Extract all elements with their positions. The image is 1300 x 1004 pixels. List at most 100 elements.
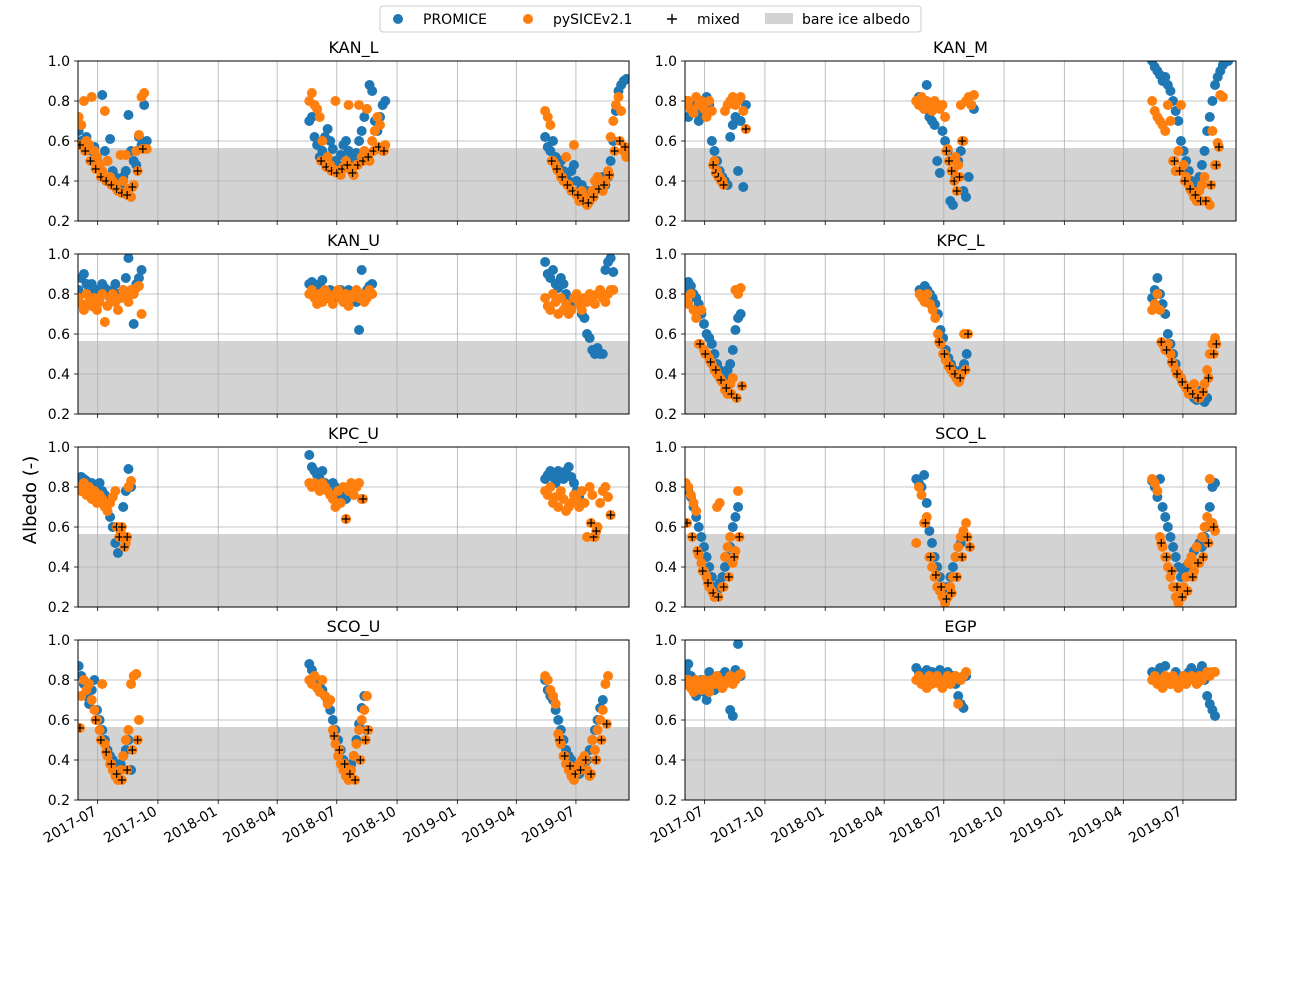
pysice-point: [123, 725, 134, 735]
pysice-point: [725, 532, 736, 542]
promice-point: [709, 146, 720, 156]
mixed-point: [696, 340, 705, 348]
mixed-point: [86, 157, 95, 165]
y-tick-label: 0.6: [655, 713, 677, 729]
pysice-point: [719, 552, 730, 562]
mixed-point: [1162, 553, 1171, 561]
promice-point: [584, 333, 595, 343]
promice-point: [327, 715, 338, 725]
legend-item: bare ice albedo: [765, 12, 910, 28]
mixed-point: [107, 760, 116, 768]
pysice-point: [540, 293, 551, 303]
pysice-point: [102, 301, 113, 311]
promice-point: [548, 265, 558, 275]
mixed-point: [963, 533, 972, 541]
mixed-point: [1209, 523, 1218, 531]
promice-point: [354, 325, 365, 335]
pysice-point: [1199, 172, 1210, 182]
mixed-point: [117, 776, 126, 784]
mixed-point: [952, 573, 961, 581]
pysice-point: [738, 106, 749, 116]
promice-point: [354, 136, 365, 146]
pysice-point: [1152, 486, 1163, 496]
panel-KAN_L: 0.2 0.4 0.6 0.8 1.0 KAN_L: [48, 38, 630, 230]
pysice-point: [555, 486, 566, 496]
panel-KPC_L: 0.2 0.4 0.6 0.8 1.0 KPC_L: [655, 231, 1237, 423]
mixed-point: [78, 141, 84, 149]
series-mixed: [685, 518, 1219, 604]
promice-point: [597, 349, 608, 359]
y-tick-label: 1.0: [655, 247, 677, 263]
y-tick-label: 0.8: [48, 94, 70, 110]
y-tick-label: 0.4: [655, 753, 677, 769]
mixed-point: [351, 776, 360, 784]
promice-point: [932, 156, 943, 166]
y-tick-label: 0.8: [48, 287, 70, 303]
pysice-point: [333, 285, 344, 295]
y-tick-label: 1.0: [48, 54, 70, 70]
pysice-point: [120, 150, 131, 160]
mixed-point: [1214, 143, 1223, 151]
mixed-point: [688, 533, 697, 541]
promice-point: [568, 478, 579, 488]
pysice-point: [78, 120, 87, 130]
mixed-point: [610, 147, 619, 155]
pysice-point: [722, 542, 733, 552]
y-tick-label: 0.6: [48, 134, 70, 150]
pysice-point: [685, 675, 694, 685]
mixed-point: [719, 181, 728, 189]
y-tick-label: 0.2: [655, 793, 677, 809]
series-mixed: [78, 715, 612, 785]
mixed-point: [343, 161, 352, 169]
pysice-point: [932, 671, 943, 681]
pysice-point: [937, 683, 948, 693]
pysice-point: [561, 152, 572, 162]
pysice-point: [704, 687, 715, 697]
promice-point: [600, 265, 611, 275]
series-mixed: [78, 136, 629, 208]
bare-ice-band: [685, 727, 1236, 800]
x-tick-label: 2018-01: [769, 804, 828, 847]
mixed-point: [1167, 358, 1176, 366]
mixed-point: [615, 137, 624, 145]
mixed-point: [1170, 157, 1179, 165]
x-tick-label: 2019-04: [1067, 804, 1126, 847]
pysice-point: [579, 498, 590, 508]
pysice-point: [927, 305, 938, 315]
promice-point: [540, 257, 551, 267]
x-tick-label: 2017-07: [41, 804, 100, 847]
mixed-point: [1162, 346, 1171, 354]
mixed-point: [1212, 340, 1221, 348]
promice-point: [110, 279, 121, 289]
promice-point: [367, 86, 378, 96]
promice-point: [706, 136, 717, 146]
mixed-point: [581, 756, 590, 764]
y-axis-label: Albedo (-): [20, 456, 41, 545]
promice-point: [99, 146, 110, 156]
y-tick-label: 1.0: [48, 440, 70, 456]
promice-point: [1168, 542, 1179, 552]
pysice-point: [566, 305, 577, 315]
mixed-point: [576, 766, 585, 774]
promice-point: [94, 478, 105, 488]
promice-point: [97, 90, 108, 100]
promice-point: [356, 265, 367, 275]
mixed-point: [566, 762, 575, 770]
mixed-point: [722, 384, 731, 392]
pysice-point: [1204, 474, 1215, 484]
pysice-point: [685, 482, 694, 492]
mixed-point: [931, 571, 940, 579]
pysice-point: [940, 112, 951, 122]
promice-point: [704, 667, 715, 677]
mixed-point: [112, 770, 121, 778]
mixed-point: [138, 145, 147, 153]
x-tick-label: 2017-10: [708, 804, 767, 847]
promice-point: [78, 661, 84, 671]
promice-point: [597, 695, 608, 705]
promice-point: [123, 110, 134, 120]
pysice-point: [558, 494, 569, 504]
mixed-point: [942, 147, 951, 155]
mixed-point: [947, 167, 956, 175]
mixed-point: [1204, 374, 1213, 382]
promice-point: [78, 269, 89, 279]
